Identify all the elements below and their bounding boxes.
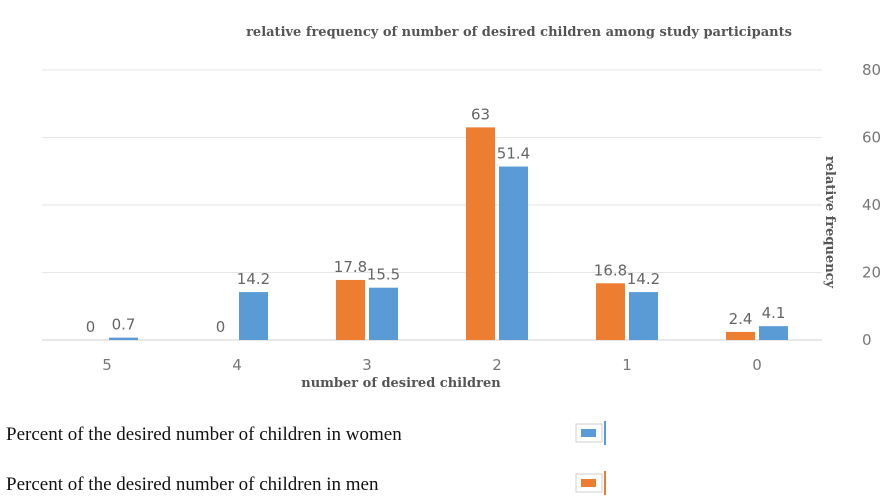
y-tick-label: 0: [862, 331, 872, 349]
legend-label-women: Percent of the desired number of childre…: [6, 424, 402, 445]
bar: [336, 279, 365, 340]
data-label: 14.2: [627, 270, 660, 288]
data-label: 15.5: [367, 266, 400, 284]
bar: [629, 292, 658, 340]
x-axis-ticks: 5 4 3 2 1 0: [102, 356, 762, 374]
data-label: 0: [86, 318, 96, 336]
bar: [759, 326, 788, 340]
y-tick-label: 80: [862, 61, 881, 79]
data-label: 0: [216, 318, 226, 336]
legend-swatch-women: [575, 421, 606, 445]
x-tick-label: 0: [752, 356, 762, 374]
y-tick-label: 20: [862, 264, 881, 282]
data-label: 2.4: [729, 310, 753, 328]
bar: [239, 292, 268, 340]
legend: Percent of the desired number of childre…: [6, 421, 606, 495]
y-tick-label: 40: [862, 196, 881, 214]
data-label: 4.1: [762, 304, 786, 322]
x-axis-title: number of desired children: [301, 376, 501, 391]
data-label: 0.7: [112, 316, 136, 334]
y-axis-title: relative frequency: [822, 156, 837, 289]
y-tick-label: 60: [862, 129, 881, 147]
data-label: 16.8: [594, 261, 627, 279]
x-tick-label: 5: [102, 356, 112, 374]
x-tick-label: 1: [622, 356, 632, 374]
bar: [466, 127, 495, 340]
bar: [596, 283, 625, 340]
grid-lines: [42, 69, 822, 341]
bars-group: [109, 127, 788, 340]
data-label: 17.8: [334, 258, 367, 276]
data-label: 14.2: [237, 270, 270, 288]
legend-swatch-men: [575, 471, 606, 495]
data-label: 51.4: [497, 145, 530, 163]
data-label: 63: [471, 105, 490, 123]
chart-title: relative frequency of number of desired …: [246, 25, 792, 40]
bar: [369, 287, 398, 340]
legend-label-men: Percent of the desired number of childre…: [6, 474, 379, 495]
x-tick-label: 3: [362, 356, 372, 374]
bar: [109, 337, 138, 340]
y-axis-ticks: 0 20 40 60 80: [862, 61, 881, 349]
x-tick-label: 4: [232, 356, 242, 374]
bar: [499, 166, 528, 340]
bar: [726, 331, 755, 340]
x-tick-label: 2: [492, 356, 502, 374]
